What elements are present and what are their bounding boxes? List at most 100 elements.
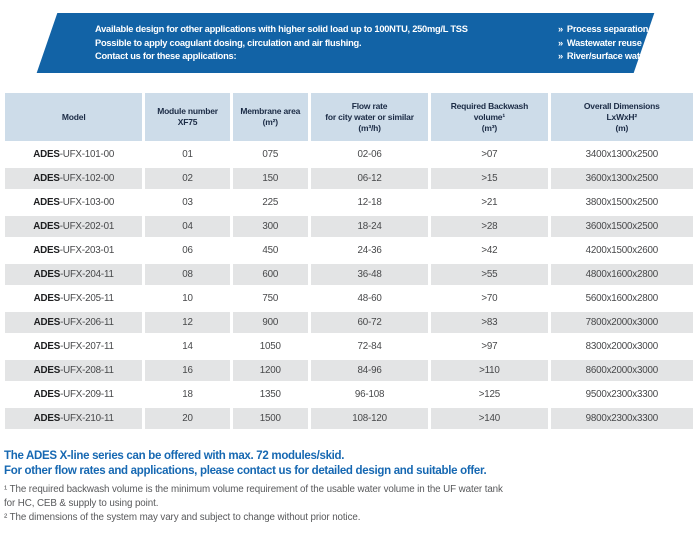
model-cell: ADES-UFX-101-00	[5, 144, 143, 165]
backwash-cell: >70	[431, 288, 548, 309]
dims-cell: 3800x1500x2500	[550, 192, 693, 213]
application-label: Wastewater reuse	[566, 37, 642, 48]
table-row: ADES-UFX-208-11 16 1200 84-96 >110 8600x…	[5, 360, 693, 381]
application-item: » River/surface water	[558, 50, 648, 64]
flow-cell: 24-36	[310, 240, 429, 261]
banner-text-block: Available design for other applications …	[95, 23, 468, 64]
model-cell: ADES-UFX-207-11	[5, 336, 143, 357]
application-label: Process separation	[566, 24, 649, 34]
dims-cell: 8300x2000x3000	[550, 336, 693, 357]
flow-cell: 12-18	[310, 192, 429, 213]
dims-cell: 9800x2300x3300	[550, 408, 693, 429]
chevron-bullet-icon: »	[558, 37, 563, 48]
col-header-model: Model	[5, 93, 143, 141]
area-cell: 300	[232, 216, 308, 237]
flow-cell: 96-108	[310, 384, 429, 405]
banner-content: Available design for other applications …	[0, 13, 698, 73]
footnote-2: ² The dimensions of the system may vary …	[4, 512, 361, 523]
table-row: ADES-UFX-204-11 08 600 36-48 >55 4800x16…	[5, 264, 693, 285]
backwash-cell: >15	[431, 168, 548, 189]
model-suffix: -UFX-208-11	[60, 365, 114, 376]
dims-cell: 3600x1300x2500	[550, 168, 693, 189]
model-cell: ADES-UFX-208-11	[5, 360, 143, 381]
banner-line: Available design for other applications …	[95, 24, 468, 34]
area-cell: 1350	[232, 384, 308, 405]
model-suffix: -UFX-101-00	[59, 149, 115, 160]
model-prefix: ADES	[33, 245, 60, 256]
footnote-1-continued: for HC, CEB & supply to using point.	[4, 498, 159, 509]
info-banner: Available design for other applications …	[0, 0, 698, 86]
col-header-module-number: Module number XF75	[145, 93, 230, 141]
chevron-bullet-icon: »	[558, 51, 563, 61]
table-row: ADES-UFX-206-11 12 900 60-72 >83 7800x20…	[5, 312, 693, 333]
model-cell: ADES-UFX-206-11	[5, 312, 143, 333]
dims-cell: 7800x2000x3000	[550, 312, 693, 333]
dims-cell: 8600x2000x3000	[550, 360, 693, 381]
area-cell: 150	[232, 168, 308, 189]
module-cell: 14	[145, 336, 230, 357]
table-row: ADES-UFX-102-00 02 150 06-12 >15 3600x13…	[5, 168, 693, 189]
flow-cell: 72-84	[310, 336, 429, 357]
backwash-cell: >125	[431, 384, 548, 405]
model-prefix: ADES	[33, 365, 61, 376]
backwash-cell: >28	[431, 216, 548, 237]
model-prefix: ADES	[33, 173, 60, 184]
footer-note-block: The ADES X-line series can be offered wi…	[4, 449, 694, 525]
flow-cell: 06-12	[310, 168, 429, 189]
model-suffix: -UFX-202-01	[59, 221, 115, 232]
backwash-cell: >83	[431, 312, 548, 333]
model-prefix: ADES	[33, 293, 61, 304]
application-label: River/surface water	[566, 51, 648, 61]
module-cell: 01	[145, 144, 230, 165]
model-cell: ADES-UFX-205-11	[5, 288, 143, 309]
area-cell: 750	[232, 288, 308, 309]
flow-cell: 48-60	[310, 288, 429, 309]
series-headline-2: For other flow rates and applications, p…	[4, 465, 487, 477]
backwash-cell: >07	[431, 144, 548, 165]
area-cell: 600	[232, 264, 308, 285]
footnotes: ¹ The required backwash volume is the mi…	[4, 483, 694, 525]
series-headline-1: The ADES X-line series can be offered wi…	[4, 450, 345, 462]
module-cell: 18	[145, 384, 230, 405]
model-suffix: -UFX-203-01	[59, 245, 115, 256]
backwash-cell: >21	[431, 192, 548, 213]
table-row: ADES-UFX-205-11 10 750 48-60 >70 5600x16…	[5, 288, 693, 309]
model-suffix: -UFX-103-00	[59, 197, 115, 208]
model-prefix: ADES	[33, 197, 60, 208]
dims-cell: 4200x1500x2600	[550, 240, 693, 261]
module-cell: 02	[145, 168, 230, 189]
banner-line: Possible to apply coagulant dosing, circ…	[95, 37, 362, 48]
dims-cell: 3400x1300x2500	[550, 144, 693, 165]
model-prefix: ADES	[33, 149, 60, 160]
table-row: ADES-UFX-202-01 04 300 18-24 >28 3600x15…	[5, 216, 693, 237]
model-suffix: -UFX-210-11	[60, 413, 114, 424]
application-item: » Process separation	[558, 23, 648, 37]
area-cell: 225	[232, 192, 308, 213]
table-row: ADES-UFX-207-11 14 1050 72-84 >97 8300x2…	[5, 336, 693, 357]
module-cell: 04	[145, 216, 230, 237]
model-cell: ADES-UFX-103-00	[5, 192, 143, 213]
banner-applications: » Process separation » Wastewater reuse » R…	[558, 23, 648, 64]
model-prefix: ADES	[33, 269, 61, 280]
table-row: ADES-UFX-103-00 03 225 12-18 >21 3800x15…	[5, 192, 693, 213]
dims-cell: 4800x1600x2800	[550, 264, 693, 285]
model-cell: ADES-UFX-202-01	[5, 216, 143, 237]
module-cell: 16	[145, 360, 230, 381]
area-cell: 450	[232, 240, 308, 261]
model-suffix: -UFX-209-11	[60, 389, 114, 400]
module-cell: 08	[145, 264, 230, 285]
backwash-cell: >55	[431, 264, 548, 285]
module-cell: 12	[145, 312, 230, 333]
backwash-cell: >97	[431, 336, 548, 357]
footnote-1: ¹ The required backwash volume is the mi…	[4, 484, 503, 495]
model-prefix: ADES	[33, 221, 60, 232]
flow-cell: 84-96	[310, 360, 429, 381]
area-cell: 1500	[232, 408, 308, 429]
model-suffix: -UFX-204-11	[60, 269, 114, 280]
model-cell: ADES-UFX-204-11	[5, 264, 143, 285]
flow-cell: 02-06	[310, 144, 429, 165]
banner-line: Contact us for these applications:	[95, 51, 237, 61]
model-cell: ADES-UFX-203-01	[5, 240, 143, 261]
module-cell: 06	[145, 240, 230, 261]
table-row: ADES-UFX-203-01 06 450 24-36 >42 4200x15…	[5, 240, 693, 261]
